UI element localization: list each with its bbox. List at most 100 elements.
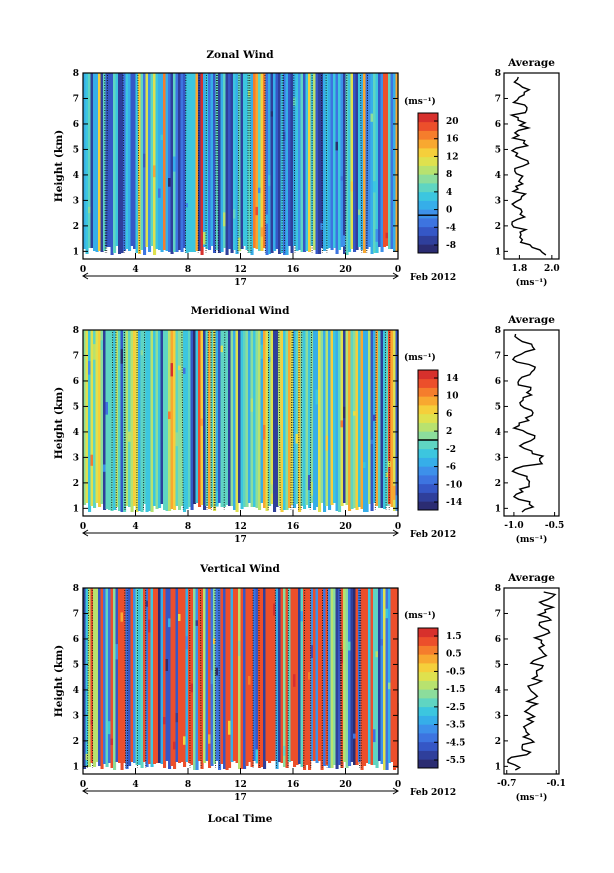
heatmap-column <box>193 330 197 504</box>
heatmap-column <box>228 73 232 249</box>
y-tick-label: 4 <box>73 428 79 438</box>
heatmap-column <box>218 330 222 503</box>
heatmap-column <box>233 73 237 250</box>
colorbar-swatch <box>418 183 438 193</box>
y-tick-label: 5 <box>73 660 79 670</box>
heatmap-column <box>110 73 114 255</box>
heatmap-column <box>155 330 159 509</box>
heatmap-column <box>165 330 169 511</box>
contour-line <box>374 331 377 511</box>
heatmap-patch <box>248 676 252 685</box>
heatmap-column <box>165 73 169 251</box>
heatmap-patch <box>215 491 219 507</box>
heatmap-column <box>303 588 307 770</box>
colorbar-tick-label: 1.5 <box>446 632 462 642</box>
heatmap-column <box>238 330 242 503</box>
colorbar-swatch <box>418 715 438 725</box>
heatmap-column <box>305 330 309 505</box>
date-label: Feb 2012 <box>410 788 456 798</box>
x-tick-label: 16 <box>287 265 300 275</box>
contour-line <box>213 331 216 511</box>
colorbar-swatch <box>418 396 438 406</box>
heatmap-column <box>140 588 144 768</box>
heatmap-column <box>150 73 154 246</box>
heatmap-column <box>153 330 157 506</box>
heatmap-patch <box>148 619 152 633</box>
heatmap-column <box>248 73 252 253</box>
heatmap-column <box>330 330 334 505</box>
heatmap-column <box>123 588 127 763</box>
heatmap-patch <box>173 156 177 172</box>
vertical-average: Average 1 2 3 4 5 6 7 8 -0.7 -0.1 (ms⁻¹) <box>495 572 566 803</box>
heatmap-column <box>213 588 217 764</box>
heatmap-patch <box>248 90 252 97</box>
heatmap-patch <box>238 640 242 656</box>
colorbar-swatch <box>418 724 438 734</box>
heatmap-column <box>280 588 284 763</box>
heatmap-patch <box>373 181 377 193</box>
heatmap-column <box>295 73 299 251</box>
contour-line <box>340 589 343 769</box>
heatmap-column <box>168 330 172 511</box>
day-label: 17 <box>234 535 247 545</box>
heatmap-patch <box>185 636 189 650</box>
colorbar-swatch <box>418 174 438 184</box>
contour-line <box>282 74 286 254</box>
contour-line <box>111 331 114 511</box>
heatmap-column <box>188 330 192 507</box>
y-tick-label: 7 <box>73 609 79 619</box>
heatmap-column <box>285 73 289 255</box>
heatmap-column <box>173 330 177 510</box>
heatmap-patch <box>258 187 262 194</box>
heatmap-patch <box>273 603 277 616</box>
heatmap-column <box>243 330 247 507</box>
heatmap-column <box>215 73 219 250</box>
heatmap-column <box>383 73 387 247</box>
average-profile-line <box>507 591 557 771</box>
heatmap-column <box>265 588 269 761</box>
colorbar-frame <box>417 112 439 254</box>
contour-line <box>237 74 240 254</box>
heatmap-column <box>263 588 267 769</box>
heatmap-column <box>313 330 317 510</box>
heatmap-column <box>258 73 262 251</box>
heatmap-patch <box>213 638 217 645</box>
heatmap-patch <box>375 229 379 242</box>
contour-line <box>106 74 108 254</box>
heatmap-column <box>138 330 142 511</box>
heatmap-column <box>278 588 282 762</box>
heatmap-column <box>120 330 124 512</box>
zonal-colorbar: 20 16 12 8 4 0 -4 -8 <box>417 112 459 254</box>
colorbar-swatch <box>418 475 438 485</box>
colorbar-swatch <box>418 121 438 131</box>
heatmap-column <box>340 588 344 768</box>
contour-line <box>278 331 281 511</box>
heatmap-column <box>110 330 114 511</box>
heatmap-column <box>170 588 174 766</box>
colorbar-swatch <box>418 492 438 502</box>
heatmap-column <box>130 588 134 762</box>
heatmap-patch <box>100 340 104 350</box>
colorbar-swatch <box>418 636 438 646</box>
heatmap-patch <box>143 153 147 168</box>
heatmap-column <box>115 588 119 762</box>
heatmap-patch <box>208 734 212 744</box>
heatmap-column <box>295 330 299 504</box>
heatmap-column <box>390 73 394 249</box>
contour-line <box>184 74 187 254</box>
heatmap-patch <box>238 237 242 252</box>
heatmap-column <box>233 330 237 510</box>
heatmap-patch <box>120 349 124 364</box>
heatmap-column <box>363 588 367 766</box>
heatmap-column <box>343 588 347 762</box>
heatmap-patch <box>255 749 259 764</box>
vertical-frame <box>82 587 399 775</box>
heatmap-column <box>103 588 107 764</box>
heatmap-patch <box>90 454 94 466</box>
colorbar-tick-label: 10 <box>446 392 459 402</box>
x-tick-label: 4 <box>132 780 138 790</box>
heatmap-patch <box>370 617 374 630</box>
heatmap-patch <box>258 397 262 413</box>
contour-line <box>122 74 125 254</box>
